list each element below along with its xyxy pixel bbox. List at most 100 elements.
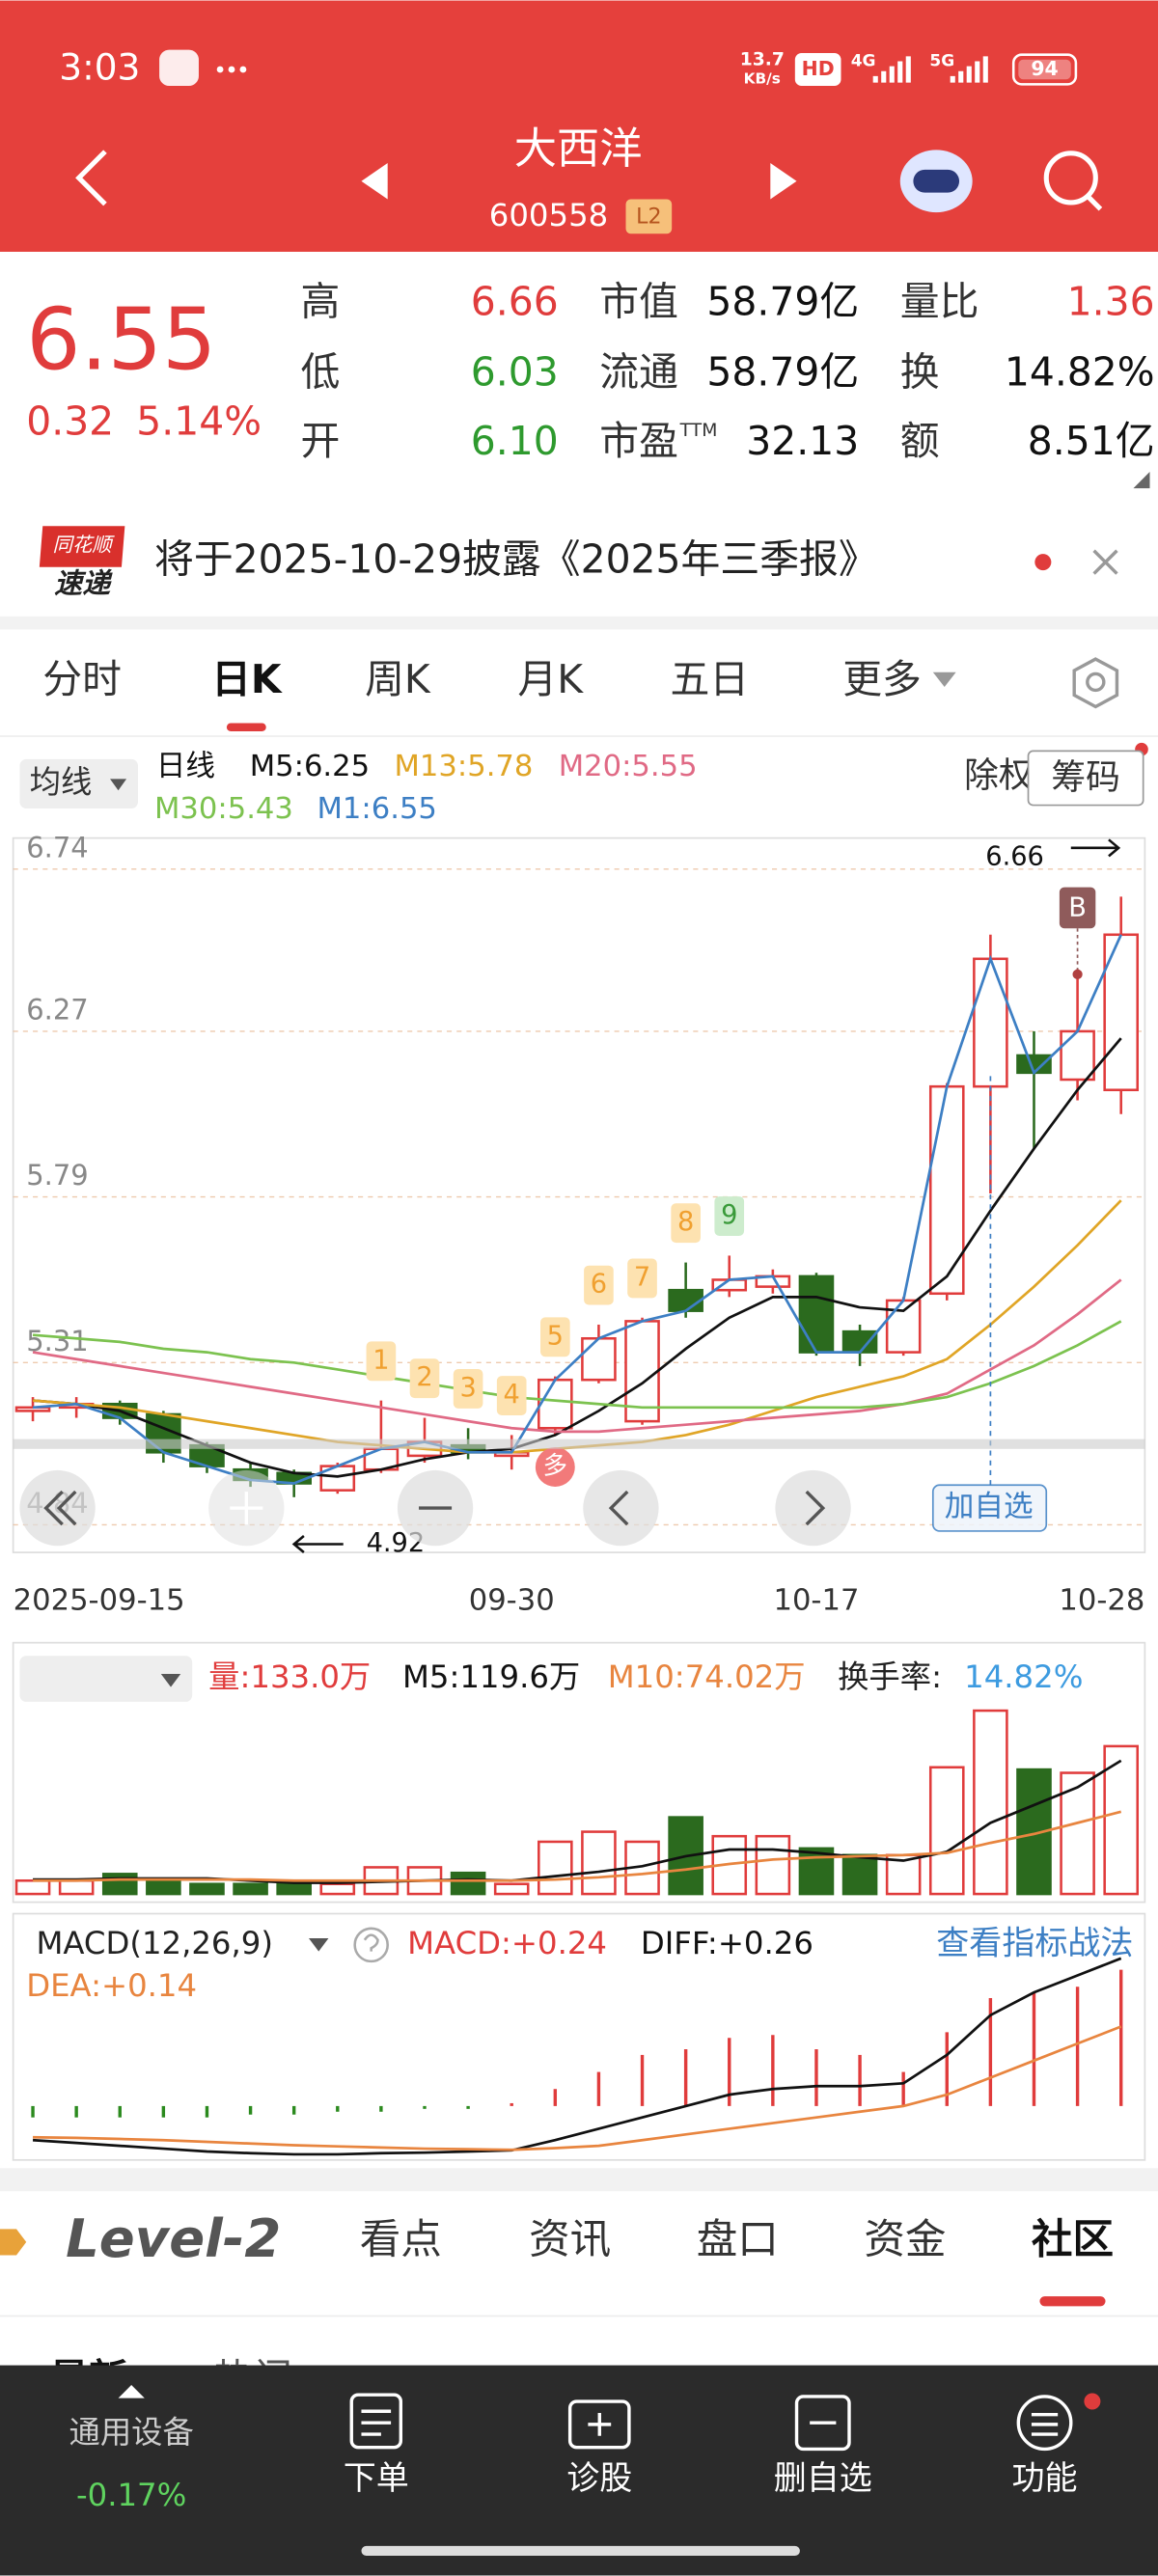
volume-bar (755, 1834, 791, 1896)
legend-entry: M30:5.43 (154, 792, 293, 826)
chips[interactable]: 筹码 (1051, 757, 1119, 797)
right-btn[interactable] (775, 1469, 851, 1547)
candle-body (928, 1084, 965, 1296)
l2: L2 (636, 205, 661, 230)
diag-icon-plus (588, 2412, 612, 2436)
battery (1011, 53, 1078, 86)
x-tick-label: 2025-09-15 (14, 1584, 185, 1618)
order-icon (349, 2393, 403, 2450)
settings[interactable] (1072, 657, 1119, 709)
legend-entry: MACD:+0.24 (407, 1925, 607, 1961)
left-btn[interactable] (583, 1469, 659, 1547)
stat-label: 市盈 (599, 418, 678, 464)
tab[interactable]: 月K (517, 656, 584, 702)
chips-button[interactable] (1027, 750, 1144, 807)
help-mark (363, 1933, 379, 1952)
nav-item[interactable]: 诊股 (566, 2459, 632, 2498)
legend-entry: M1:6.55 (317, 792, 437, 826)
candle-body (841, 1329, 878, 1354)
y-tick-label: 6.74 (26, 831, 88, 863)
divider (0, 2168, 1158, 2192)
expand (118, 2385, 145, 2398)
bottom-tab-active[interactable]: 社区 (1032, 2216, 1114, 2263)
volume-bar (319, 1882, 356, 1896)
low-arrow (291, 1535, 344, 1554)
volume-bar (841, 1853, 878, 1896)
stat-value: 58.79亿 (706, 278, 859, 324)
tab-underline (1039, 2296, 1106, 2307)
help[interactable] (353, 1927, 389, 1963)
stat-label: 市值 (599, 278, 678, 324)
tab[interactable]: 周K (365, 656, 431, 702)
ex-rights[interactable]: 除权 (964, 756, 1033, 796)
legend-entry: M20:5.55 (559, 750, 698, 783)
bottom-tab[interactable]: 资金 (864, 2216, 946, 2263)
signal: 7 (634, 1262, 650, 1292)
dropdown (309, 1938, 329, 1952)
bottom-tab[interactable]: 资讯 (529, 2216, 611, 2263)
notice-text[interactable]: 将于2025-10-29披露《2025年三季报》 (154, 536, 878, 583)
bottom-tab[interactable]: 盘口 (697, 2216, 779, 2263)
volume-bar (973, 1709, 1008, 1896)
candle-body (581, 1336, 617, 1382)
stat-label: 换 (900, 349, 940, 396)
net-unit: KB/s (744, 70, 781, 88)
dropdown (932, 671, 956, 688)
time: 3:03 (59, 46, 140, 89)
long-mark: 多 (543, 1452, 568, 1481)
corner (1133, 472, 1150, 489)
add-watch[interactable]: 加自选 (945, 1491, 1034, 1524)
panel-title: MACD(12,26,9) (36, 1925, 273, 1961)
volume-selector-bg[interactable] (19, 1656, 193, 1702)
stat-label: 流通 (599, 349, 678, 396)
candle-body (14, 1406, 51, 1412)
close[interactable] (1092, 549, 1118, 575)
y-tick-label: 6.27 (26, 993, 88, 1026)
strip (13, 1439, 1145, 1449)
tab[interactable]: 五日 (670, 656, 749, 702)
signal: 8 (677, 1207, 694, 1237)
tab[interactable]: 更多 (842, 656, 922, 702)
stat-value: 6.66 (471, 278, 559, 324)
index-name[interactable]: 通用设备 (69, 2414, 194, 2451)
nav-item[interactable]: 功能 (1012, 2459, 1078, 2498)
stat-value: 1.36 (1067, 278, 1155, 324)
ma-selector-bg[interactable] (19, 758, 138, 808)
high-label: 6.66 (985, 842, 1044, 872)
level2-tab[interactable]: Level-2 (66, 2207, 281, 2269)
volume-bar (233, 1882, 268, 1896)
right (805, 1490, 826, 1526)
search[interactable] (1043, 151, 1098, 206)
ma-selector[interactable]: 均线 (30, 763, 93, 800)
change-pct: 5.14% (136, 398, 262, 445)
stock-code: 600558 (489, 197, 608, 233)
dropdown (160, 1674, 181, 1687)
volume-bar (538, 1840, 573, 1896)
prev[interactable] (361, 163, 388, 200)
volume-bar (58, 1878, 95, 1896)
bottom-tab[interactable]: 看点 (360, 2216, 442, 2263)
nav-item[interactable]: 下单 (344, 2459, 409, 2498)
signal-badge (409, 1358, 440, 1399)
stat-label: 开 (300, 418, 340, 464)
buy-badge (1059, 887, 1096, 929)
add-watch-btn[interactable] (931, 1484, 1048, 1532)
home-indicator (361, 2545, 800, 2557)
header-bg (0, 0, 1158, 252)
signal: 2 (416, 1362, 432, 1392)
back[interactable] (75, 150, 107, 206)
volume-bar (14, 1878, 51, 1896)
y-tick-label: 5.79 (26, 1159, 88, 1192)
signal (950, 56, 988, 83)
stat-label: 高 (300, 278, 340, 324)
stat-label: 额 (900, 418, 940, 464)
legend-entry: M13:5.78 (395, 750, 534, 783)
nav-item[interactable]: 删自选 (774, 2459, 872, 2498)
tab[interactable]: 分时 (42, 656, 122, 702)
controls-overlay: 加自选 (13, 1076, 1145, 1547)
tab-active[interactable]: 日K (211, 656, 283, 702)
signal: 3 (459, 1373, 476, 1403)
signal-badge (453, 1368, 483, 1409)
next[interactable] (770, 163, 797, 200)
